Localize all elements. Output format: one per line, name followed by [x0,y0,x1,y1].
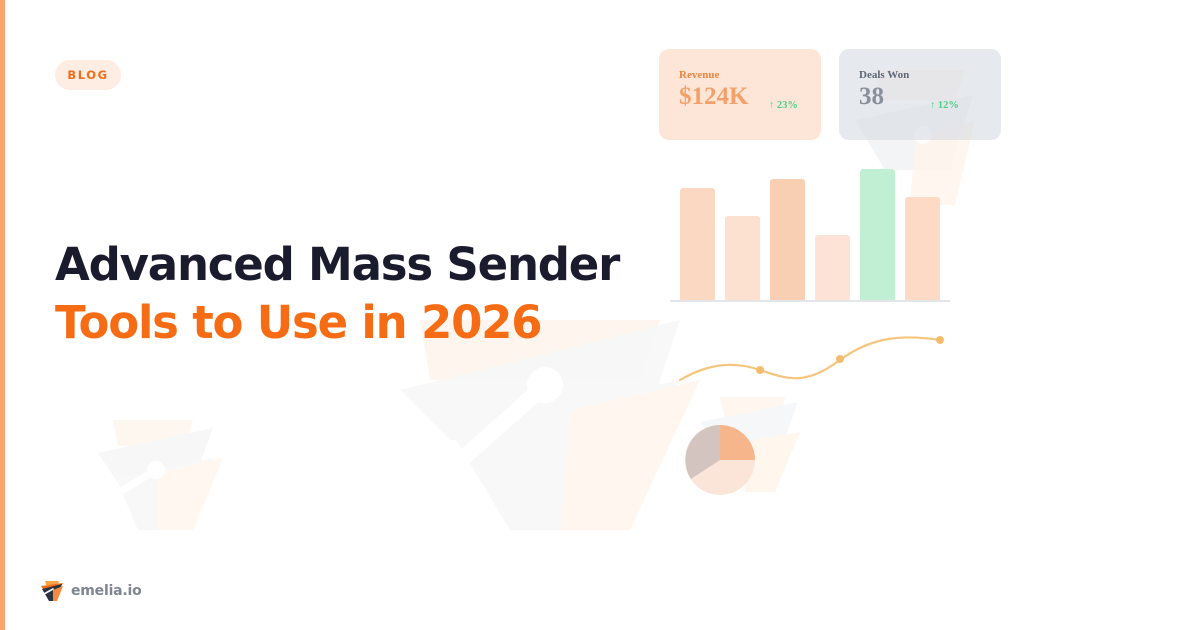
page-title: Advanced Mass Sender Tools to Use in 202… [55,236,695,352]
deals-won-delta: ↑ 12% [930,100,959,111]
emelia-logo-icon [41,581,63,601]
line-point [836,355,844,363]
revenue-delta: ↑ 23% [769,100,798,111]
headline-line-2: Tools to Use in 2026 [55,296,543,349]
revenue-label: Revenue [679,69,720,81]
line-point [756,366,764,374]
deals-won-label: Deals Won [859,69,910,81]
line-point [936,336,944,344]
bar-4 [815,235,850,300]
blog-badge: BLOG [55,60,121,90]
bar-chart [670,150,950,302]
line-chart [678,336,944,382]
revenue-card: Revenue $124K ↑ 23% [659,49,821,140]
bar-1 [680,188,715,300]
pie-chart [685,425,755,495]
headline-line-1: Advanced Mass Sender [55,238,620,291]
footer-brand[interactable]: emelia.io [40,580,142,602]
bar-3 [770,179,805,300]
bar-chart-baseline [670,300,950,302]
bar-5 [860,169,895,300]
deals-won-card: Deals Won 38 ↑ 12% [839,49,1001,140]
brand-name: emelia.io [71,583,142,599]
background-logo-small-icon [98,420,223,530]
bar-2 [725,216,760,300]
revenue-value: $124K [679,83,749,110]
accent-bar [0,0,5,630]
deals-won-value: 38 [859,83,884,110]
bar-6 [905,197,940,300]
